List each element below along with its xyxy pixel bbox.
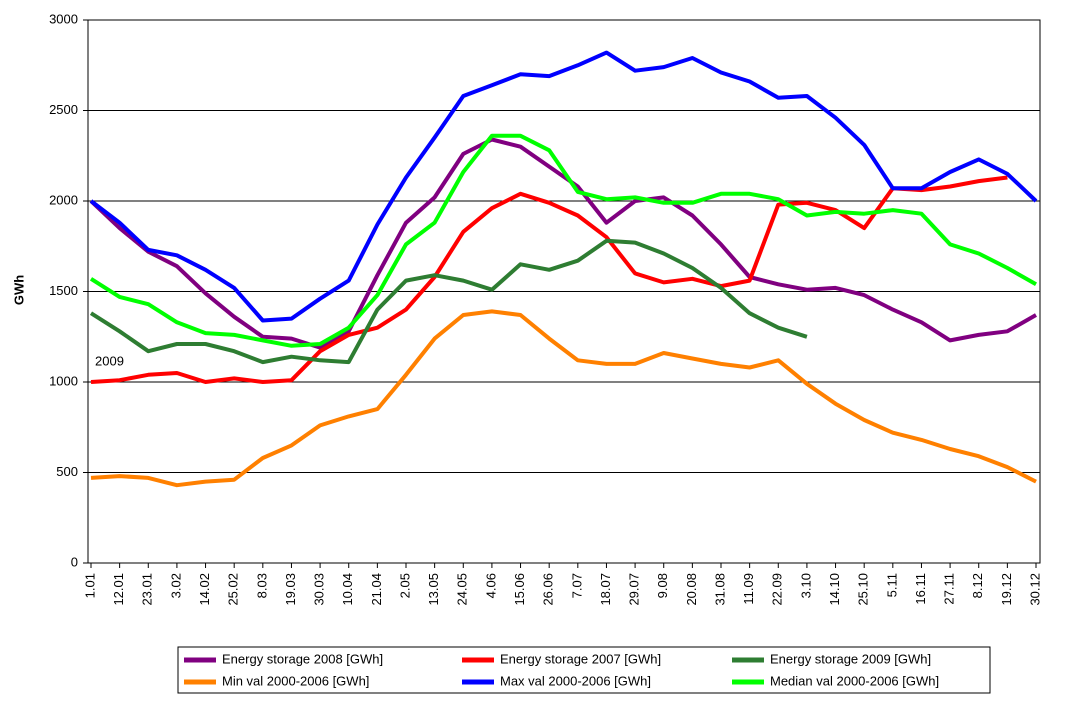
x-tick-label: 27.11 bbox=[942, 573, 957, 605]
x-tick-label: 16.11 bbox=[913, 573, 928, 605]
y-tick-label: 1000 bbox=[49, 373, 78, 388]
legend-label: Min val 2000-2006 [GWh] bbox=[222, 673, 369, 688]
legend-box bbox=[177, 646, 991, 694]
x-tick-label: 22.09 bbox=[770, 573, 785, 606]
x-tick-label: 19.03 bbox=[283, 573, 298, 606]
legend-label: Energy storage 2007 [GWh] bbox=[500, 651, 661, 666]
legend-label: Energy storage 2008 [GWh] bbox=[222, 651, 383, 666]
plot-frame bbox=[87, 19, 1041, 564]
legend-label: Median val 2000-2006 [GWh] bbox=[770, 673, 939, 688]
x-tick-label: 12.01 bbox=[111, 573, 126, 606]
y-tick-label: 500 bbox=[56, 464, 78, 479]
legend-label: Energy storage 2009 [GWh] bbox=[770, 651, 931, 666]
x-tick-label: 3.02 bbox=[168, 573, 183, 598]
x-tick-label: 21.04 bbox=[369, 573, 384, 606]
x-tick-label: 3.10 bbox=[798, 573, 813, 598]
x-tick-label: 7.07 bbox=[569, 573, 584, 598]
x-tick-label: 25.02 bbox=[226, 573, 241, 606]
x-tick-label: 26.06 bbox=[541, 573, 556, 606]
x-tick-label: 4.06 bbox=[483, 573, 498, 598]
x-tick-label: 23.01 bbox=[140, 573, 155, 606]
series-line bbox=[89, 50, 1038, 323]
x-tick-label: 14.02 bbox=[197, 573, 212, 606]
x-tick-label: 14.10 bbox=[827, 573, 842, 606]
y-tick-label: 1500 bbox=[49, 283, 78, 298]
x-tick-label: 9.08 bbox=[655, 573, 670, 598]
series-line bbox=[90, 175, 1008, 384]
y-axis-label: GWh bbox=[11, 275, 26, 305]
x-tick-label: 10.04 bbox=[340, 573, 355, 606]
x-tick-label: 25.10 bbox=[856, 573, 871, 606]
x-tick-label: 2.05 bbox=[397, 573, 412, 598]
x-tick-label: 15.06 bbox=[512, 573, 527, 606]
x-tick-label: 24.05 bbox=[455, 573, 470, 606]
x-tick-label: 8.12 bbox=[970, 573, 985, 598]
x-tick-label: 1.01 bbox=[82, 573, 97, 598]
series-line bbox=[89, 137, 1037, 350]
y-tick-label: 2000 bbox=[49, 192, 78, 207]
x-tick-label: 19.12 bbox=[999, 573, 1014, 606]
series-line bbox=[89, 133, 1037, 348]
x-tick-label: 30.12 bbox=[1027, 573, 1042, 606]
x-tick-label: 18.07 bbox=[598, 573, 613, 606]
x-tick-label: 13.05 bbox=[426, 573, 441, 606]
x-tick-label: 11.09 bbox=[741, 573, 756, 605]
y-tick-label: 0 bbox=[71, 554, 78, 569]
y-tick-label: 2500 bbox=[49, 102, 78, 117]
series-line bbox=[89, 238, 808, 365]
x-tick-label: 20.08 bbox=[684, 573, 699, 606]
x-tick-label: 31.08 bbox=[712, 573, 727, 606]
annotation: 2009 bbox=[95, 353, 124, 368]
x-tick-label: 5.11 bbox=[884, 573, 899, 597]
x-tick-label: 29.07 bbox=[627, 573, 642, 606]
series-line bbox=[90, 309, 1037, 488]
x-tick-label: 8.03 bbox=[254, 573, 269, 598]
x-tick-label: 30.03 bbox=[312, 573, 327, 606]
legend-label: Max val 2000-2006 [GWh] bbox=[500, 673, 651, 688]
y-tick-label: 3000 bbox=[49, 11, 78, 26]
